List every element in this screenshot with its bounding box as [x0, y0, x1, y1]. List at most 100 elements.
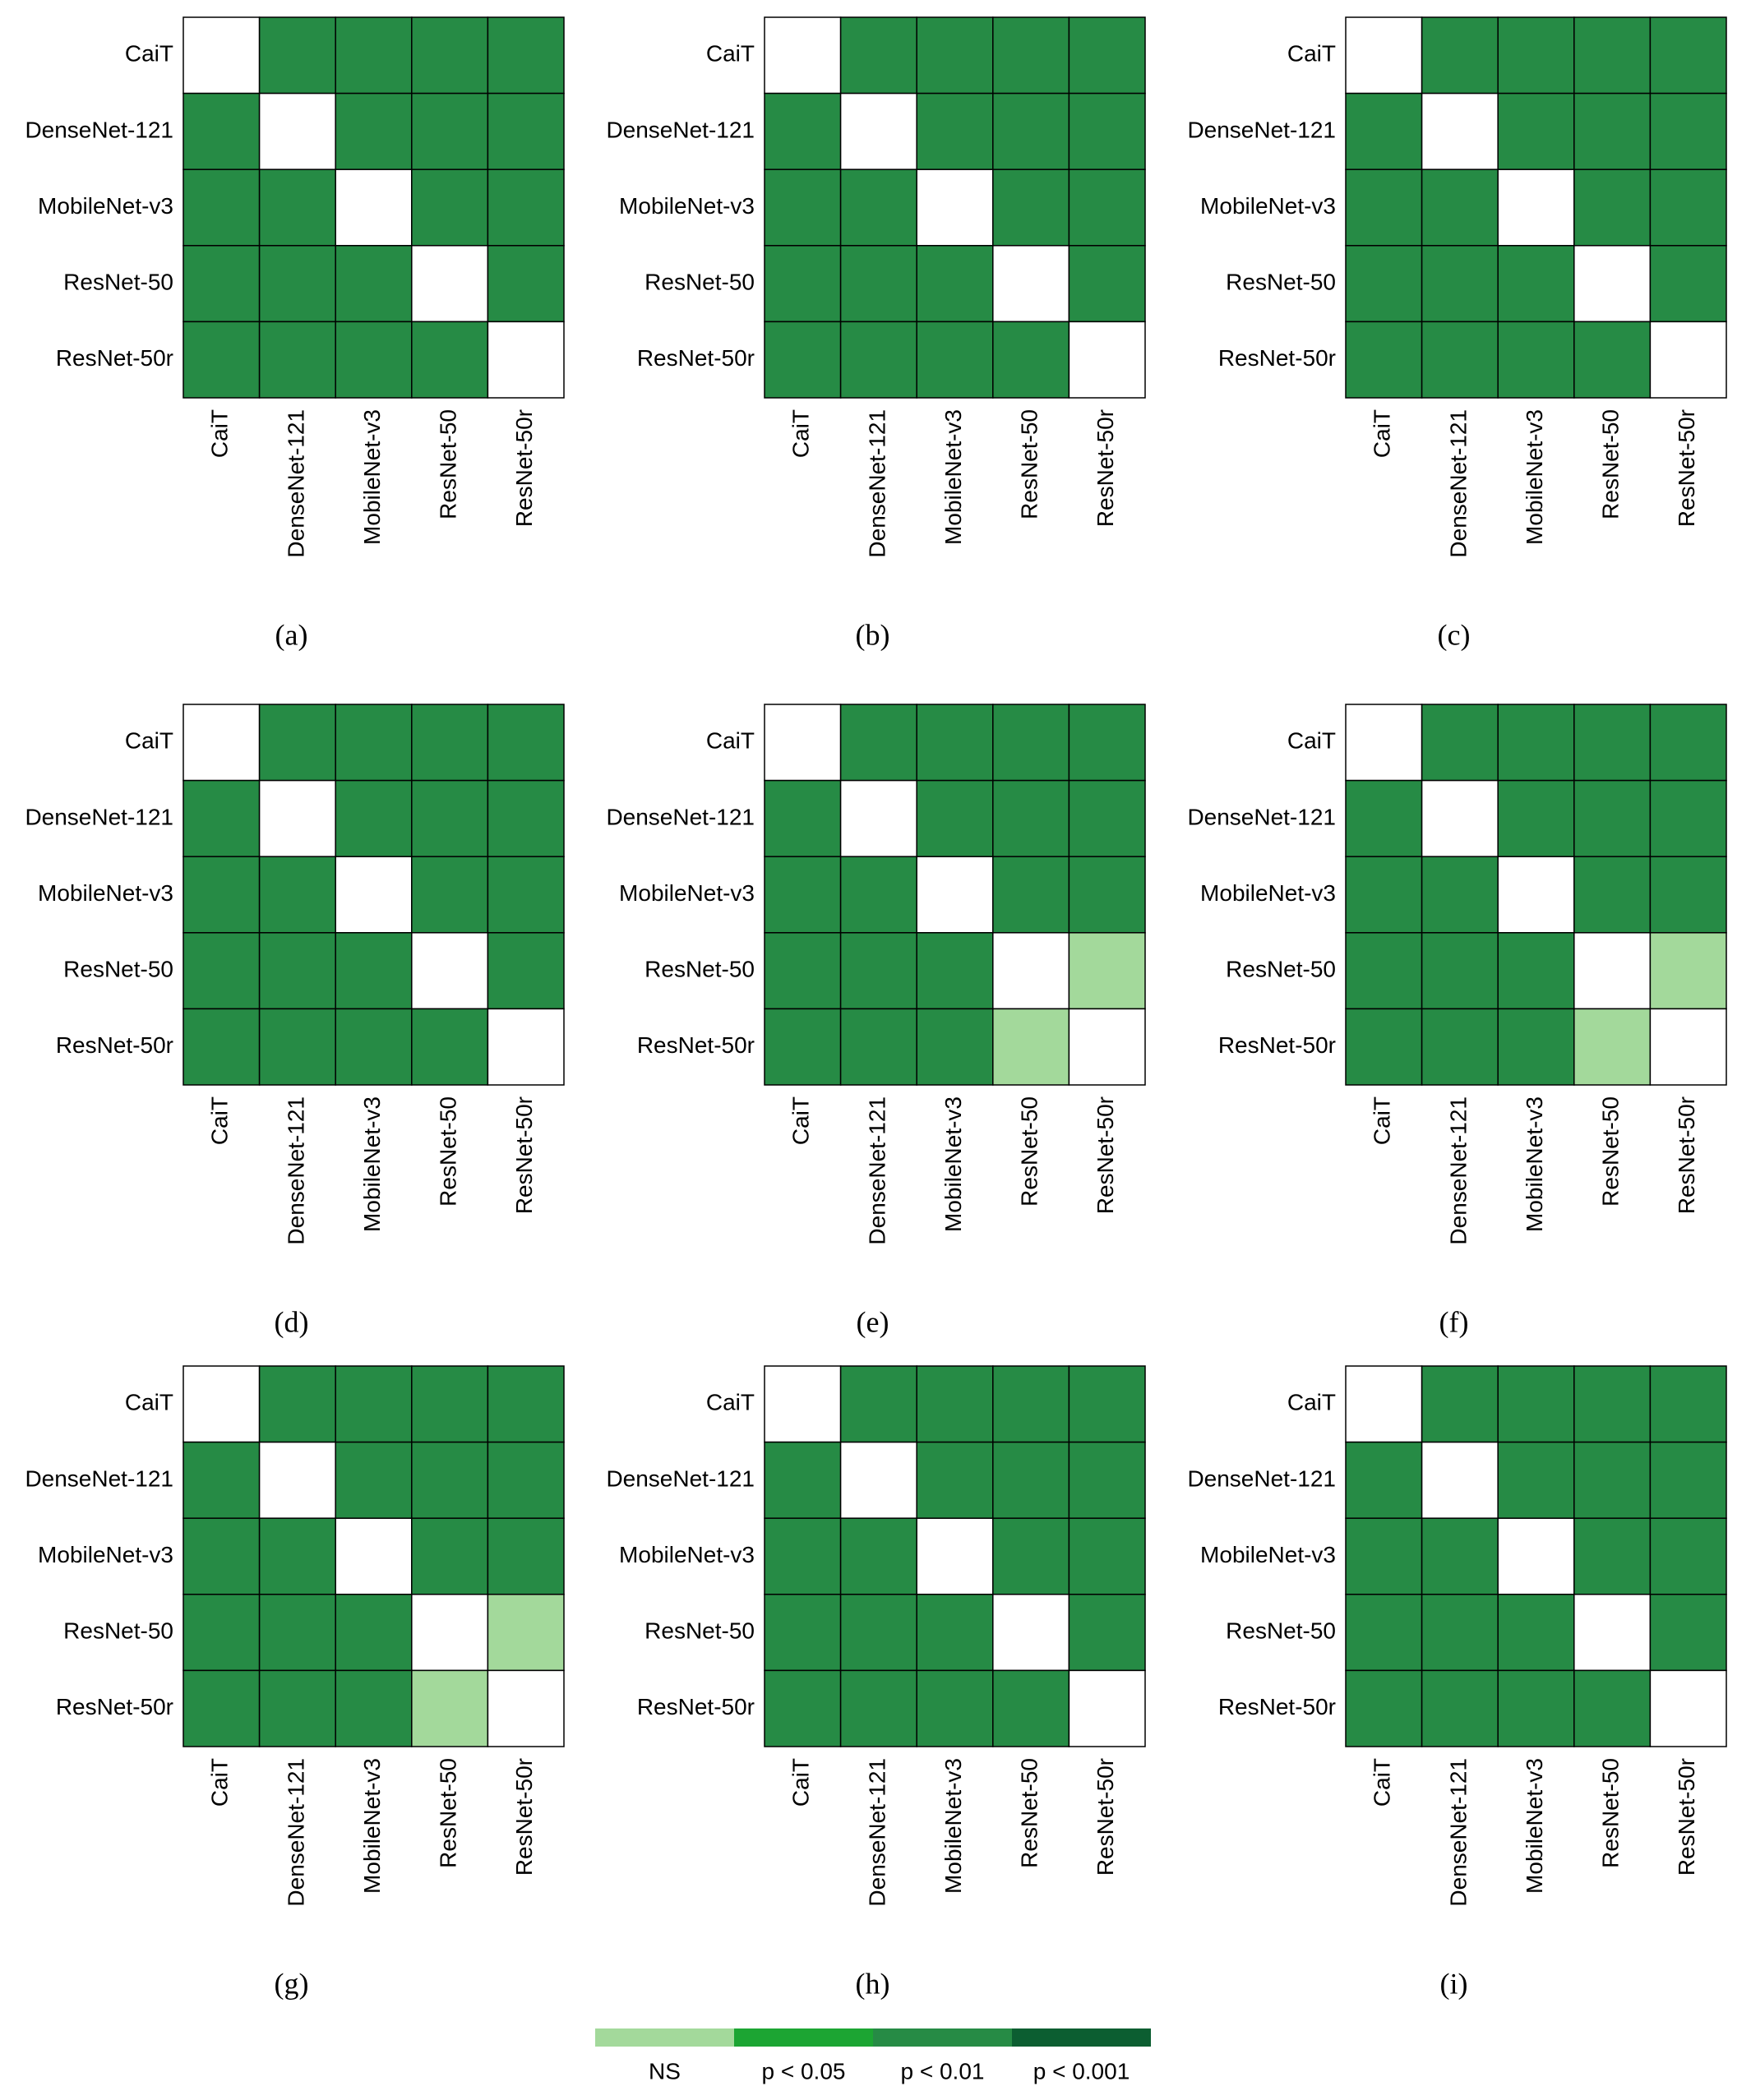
cell — [1649, 932, 1727, 1010]
cell — [258, 1365, 336, 1443]
cell — [335, 1669, 413, 1747]
empty-cell — [1649, 321, 1727, 399]
cell — [258, 16, 336, 95]
cell — [487, 1441, 565, 1519]
cell — [335, 704, 413, 782]
cell — [411, 1517, 489, 1595]
row-label: CaiT — [1287, 1390, 1336, 1415]
cell — [411, 856, 489, 934]
empty-cell — [992, 932, 1070, 1010]
cell — [1573, 16, 1652, 95]
empty-cell — [1421, 779, 1499, 857]
empty-cell — [839, 1441, 917, 1519]
column-label: MobileNet-v3 — [940, 409, 966, 545]
cell — [335, 321, 413, 399]
row-label: CaiT — [706, 41, 755, 67]
cell — [1497, 932, 1575, 1010]
cell — [487, 1594, 565, 1672]
cell — [411, 168, 489, 247]
row-label: MobileNet-v3 — [619, 1542, 755, 1567]
empty-cell — [258, 779, 336, 857]
panel-label: (g) — [275, 1967, 309, 2000]
cell — [1573, 856, 1652, 934]
column-label: DenseNet-121 — [864, 1758, 889, 1907]
row-label: DenseNet-121 — [606, 804, 755, 829]
cell — [1345, 168, 1423, 247]
cell — [335, 1365, 413, 1443]
cell — [1497, 92, 1575, 170]
cell — [1573, 1517, 1652, 1595]
cell — [839, 856, 917, 934]
cell — [411, 321, 489, 399]
row-label: MobileNet-v3 — [38, 880, 173, 906]
column-label: MobileNet-v3 — [359, 1096, 385, 1232]
cell — [1345, 321, 1423, 399]
empty-cell — [1497, 1517, 1575, 1595]
row-label: DenseNet-121 — [1187, 804, 1336, 829]
cell — [411, 704, 489, 782]
cell — [1345, 932, 1423, 1010]
row-label: MobileNet-v3 — [1200, 1542, 1336, 1567]
column-label: ResNet-50r — [1093, 1096, 1118, 1214]
column-label: CaiT — [788, 1758, 814, 1807]
cell — [992, 1669, 1070, 1747]
cell — [1497, 245, 1575, 323]
legend-swatch — [734, 2028, 873, 2047]
cell — [764, 1441, 842, 1519]
cell — [1573, 1365, 1652, 1443]
row-label: ResNet-50r — [1218, 1694, 1336, 1719]
legend-swatch — [1012, 2028, 1151, 2047]
cell — [916, 1441, 994, 1519]
cell — [839, 1008, 917, 1086]
empty-cell — [992, 245, 1070, 323]
cell — [487, 1365, 565, 1443]
cell — [764, 1517, 842, 1595]
cell — [1345, 779, 1423, 857]
cell — [764, 1594, 842, 1672]
column-label: MobileNet-v3 — [359, 1758, 385, 1894]
cell — [1649, 704, 1727, 782]
cell — [1068, 932, 1146, 1010]
cell — [764, 168, 842, 247]
cell — [182, 932, 261, 1010]
row-label: ResNet-50r — [637, 1694, 755, 1719]
column-label: MobileNet-v3 — [1522, 409, 1547, 545]
empty-cell — [487, 1008, 565, 1086]
cell — [182, 856, 261, 934]
column-label: ResNet-50r — [511, 1758, 537, 1876]
cell — [1421, 932, 1499, 1010]
cell — [1573, 704, 1652, 782]
empty-cell — [335, 856, 413, 934]
row-label: MobileNet-v3 — [619, 193, 755, 219]
column-label: ResNet-50 — [1597, 409, 1623, 519]
cell — [839, 245, 917, 323]
cell — [1497, 1008, 1575, 1086]
column-label: DenseNet-121 — [283, 1758, 308, 1907]
cell — [487, 1517, 565, 1595]
panel-label: (a) — [275, 618, 308, 651]
cell — [1421, 1008, 1499, 1086]
cell — [1068, 779, 1146, 857]
cell — [992, 856, 1070, 934]
empty-cell — [839, 92, 917, 170]
cell — [1345, 1594, 1423, 1672]
cell — [1421, 1594, 1499, 1672]
cell — [335, 245, 413, 323]
cell — [764, 1008, 842, 1086]
panel-label: (i) — [1440, 1967, 1468, 2000]
cell — [1497, 1365, 1575, 1443]
empty-cell — [411, 1594, 489, 1672]
row-label: ResNet-50 — [644, 269, 755, 294]
empty-cell — [1068, 1669, 1146, 1747]
cell — [992, 1365, 1070, 1443]
row-label: DenseNet-121 — [1187, 117, 1336, 142]
row-label: ResNet-50r — [637, 345, 755, 371]
row-label: ResNet-50 — [1226, 1618, 1336, 1643]
column-label: ResNet-50r — [1674, 409, 1699, 527]
cell — [1345, 92, 1423, 170]
cell — [258, 245, 336, 323]
cell — [182, 779, 261, 857]
column-label: CaiT — [788, 1096, 814, 1145]
row-label: MobileNet-v3 — [38, 193, 173, 219]
column-label: ResNet-50r — [1674, 1758, 1699, 1876]
